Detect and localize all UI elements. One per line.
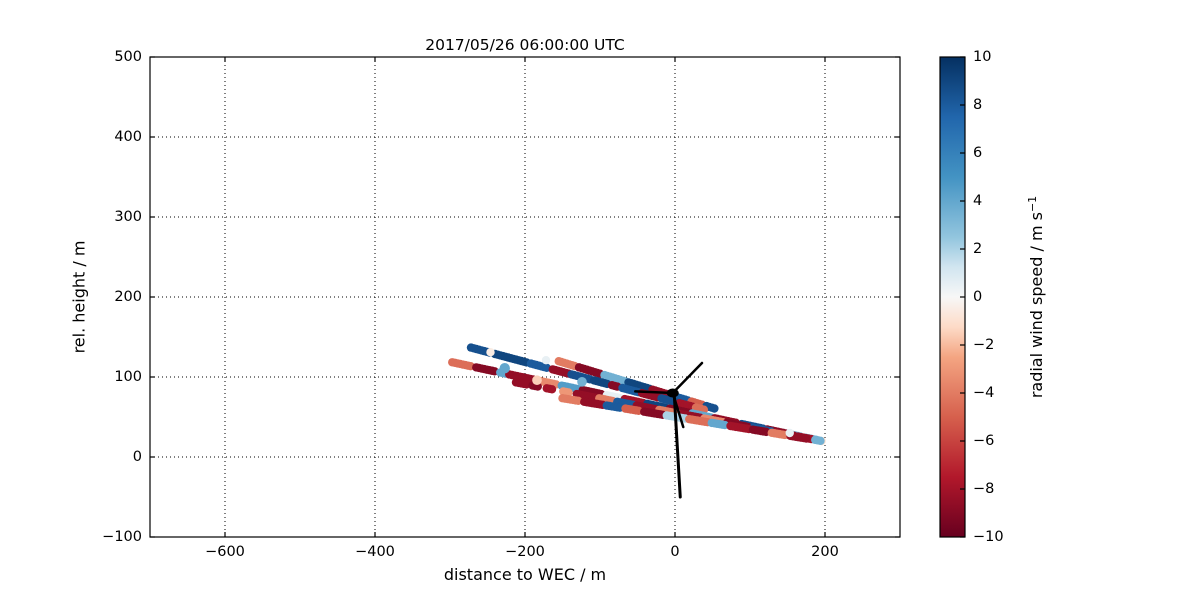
grid-layer xyxy=(150,57,900,537)
plot-title: 2017/05/26 06:00:00 UTC xyxy=(425,36,625,54)
colorbar-tick-label: 10 xyxy=(973,49,992,65)
y-tick-label: 500 xyxy=(114,49,142,65)
colorbar-tick-label: −6 xyxy=(973,433,995,449)
colorbar-tick-label: 2 xyxy=(973,241,983,257)
x-tick-label: 200 xyxy=(811,544,839,560)
scatter-dots-layer xyxy=(448,343,826,446)
colorbar-tick-label: −8 xyxy=(973,481,995,497)
y-tick-label: 400 xyxy=(114,129,142,145)
x-axis-label: distance to WEC / m xyxy=(443,565,607,584)
y-tick-label: −100 xyxy=(102,529,142,545)
y-tick-label: 300 xyxy=(114,209,142,225)
colorbar-tick-label: 0 xyxy=(973,289,983,305)
colorbar-tick-label: 6 xyxy=(973,145,983,161)
x-tick-label: −400 xyxy=(355,544,395,560)
wind-turbine-silhouette xyxy=(634,361,704,499)
y-tick-label: 100 xyxy=(114,369,142,385)
colorbar-tick-label: 8 xyxy=(973,97,983,113)
colorbar-tick-label: −2 xyxy=(973,337,995,353)
x-tick-label: −600 xyxy=(205,544,245,560)
x-tick-label: 0 xyxy=(670,544,680,560)
y-tick-label: 200 xyxy=(114,289,142,305)
y-tick-label: 0 xyxy=(132,449,142,465)
colorbar-tick-label: 4 xyxy=(973,193,983,209)
colorbar-tick-label: −10 xyxy=(973,529,1004,545)
axes-spines-and-ticks xyxy=(149,56,966,538)
x-tick-label: −200 xyxy=(505,544,545,560)
colorbar-tick-label: −4 xyxy=(973,385,995,401)
